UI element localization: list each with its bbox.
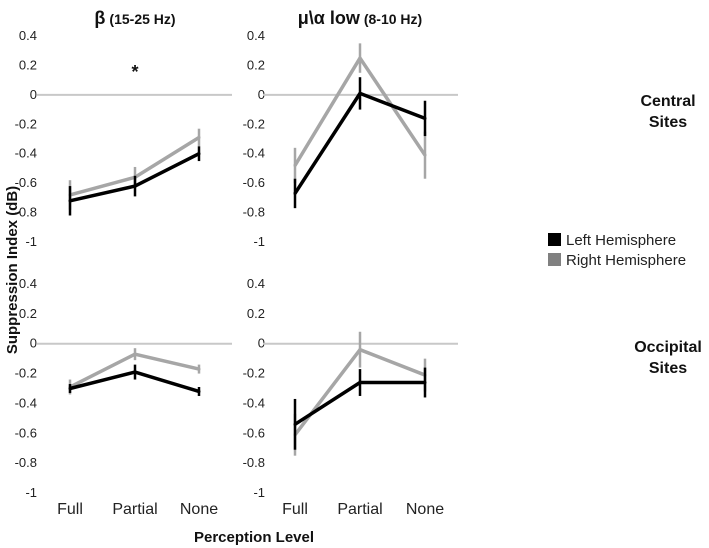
legend-label-right: Right Hemisphere — [566, 252, 686, 269]
data-point — [197, 367, 201, 371]
y-tick-label: 0 — [258, 336, 265, 351]
data-point — [358, 91, 362, 95]
x-axis-label: Perception Level — [194, 529, 314, 546]
y-tick-label: -0.8 — [243, 455, 265, 470]
y-tick-label: -0.4 — [243, 146, 265, 161]
row-label-occipital: Occipital Sites — [634, 339, 702, 377]
y-tick-label: -0.2 — [15, 116, 37, 131]
y-tick-label: -1 — [25, 234, 37, 249]
y-tick-label: -0.2 — [243, 116, 265, 131]
data-point — [358, 56, 362, 60]
data-point — [197, 389, 201, 393]
y-tick-label: -0.6 — [243, 425, 265, 440]
legend-label-left: Left Hemisphere — [566, 232, 676, 249]
x-tick-label-none: None — [406, 501, 444, 518]
data-point — [358, 348, 362, 352]
data-point — [68, 199, 72, 203]
column-title-beta: β (15-25 Hz) — [94, 8, 175, 28]
y-tick-label: -0.8 — [243, 205, 265, 220]
data-point — [197, 136, 201, 140]
legend-swatch-right — [548, 253, 561, 266]
y-tick-label: 0.2 — [19, 57, 37, 72]
y-tick-label: -1 — [253, 234, 265, 249]
row-label-central: Central Sites — [640, 93, 695, 131]
y-tick-label: 0.2 — [19, 306, 37, 321]
y-tick-label: -0.4 — [243, 395, 265, 410]
y-tick-label: -0.6 — [243, 175, 265, 190]
data-point — [423, 381, 427, 385]
x-tick-label-partial: Partial — [337, 501, 382, 518]
data-point — [293, 422, 297, 426]
y-tick-label: -0.2 — [243, 366, 265, 381]
y-tick-label: -0.4 — [15, 146, 37, 161]
data-point — [423, 153, 427, 157]
y-tick-label: 0 — [30, 87, 37, 102]
y-tick-label: -0.8 — [15, 455, 37, 470]
significance-asterisk: * — [131, 62, 138, 82]
y-tick-label: 0.4 — [247, 276, 265, 291]
data-point — [133, 352, 137, 356]
data-point — [133, 370, 137, 374]
y-tick-label: -0.6 — [15, 425, 37, 440]
y-tick-label: -1 — [25, 485, 37, 500]
y-tick-label: -1 — [253, 485, 265, 500]
legend: Left Hemisphere Right Hemisphere — [548, 232, 686, 269]
data-point — [293, 191, 297, 195]
data-point — [293, 163, 297, 167]
x-tick-label-none: None — [180, 501, 218, 518]
y-tick-label: -0.6 — [15, 175, 37, 190]
y-tick-label: 0.2 — [247, 57, 265, 72]
y-axis-label: Suppression Index (dB) — [4, 186, 21, 354]
y-tick-label: 0 — [30, 336, 37, 351]
x-tick-label-full: Full — [57, 501, 83, 518]
column-title-mu-alpha: μ\α low (8-10 Hz) — [298, 8, 422, 28]
data-point — [197, 152, 201, 156]
y-tick-label: 0.4 — [19, 276, 37, 291]
y-tick-label: 0.4 — [247, 28, 265, 43]
legend-swatch-left — [548, 233, 561, 246]
y-tick-label: 0.2 — [247, 306, 265, 321]
y-tick-label: -0.4 — [15, 395, 37, 410]
x-tick-label-partial: Partial — [112, 501, 157, 518]
data-point — [133, 184, 137, 188]
data-point — [358, 381, 362, 385]
y-tick-label: -0.8 — [15, 205, 37, 220]
data-point — [423, 116, 427, 120]
y-tick-label: 0 — [258, 87, 265, 102]
x-tick-label-full: Full — [282, 501, 308, 518]
data-point — [68, 387, 72, 390]
y-tick-label: 0.4 — [19, 28, 37, 43]
y-tick-label: -0.2 — [15, 366, 37, 381]
